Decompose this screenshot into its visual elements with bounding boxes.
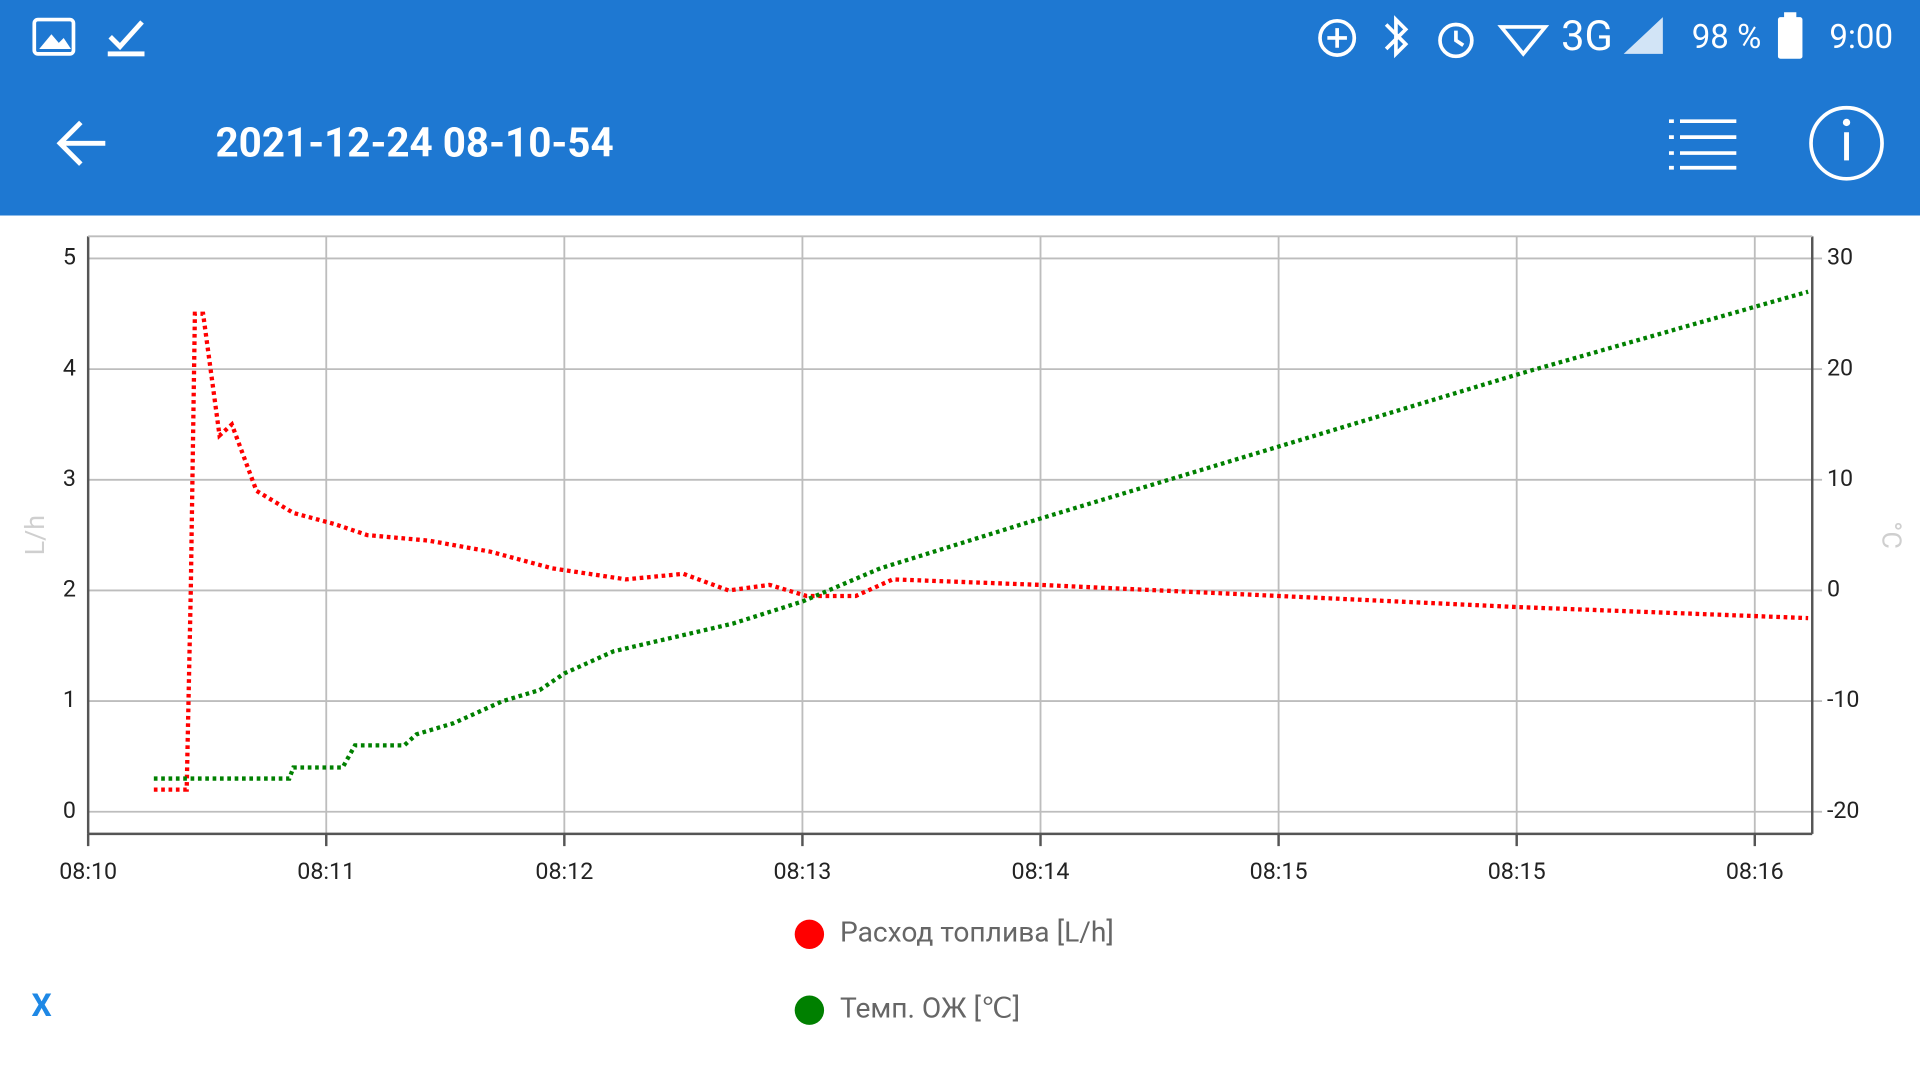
close-button[interactable]: X [32, 986, 52, 1024]
x-tick-label: 08:15 [1488, 857, 1546, 885]
y2-tick-label: 30 [1827, 243, 1853, 271]
legend-marker [794, 919, 825, 949]
y2-tick-label: -20 [1827, 796, 1860, 824]
clock: 9:00 [1829, 18, 1893, 57]
app-title: 2021-12-24 08-10-54 [216, 119, 614, 166]
data-line [153, 289, 1809, 781]
legend-label: Темп. ОЖ [℃] [840, 992, 1020, 1025]
y-tick-label: 4 [63, 353, 76, 381]
legend-label: Расход топлива [L/h] [840, 916, 1114, 949]
y-tick-label: 5 [63, 243, 76, 271]
y-axis-label: L/h [19, 515, 51, 555]
x-tick-label: 08:12 [535, 857, 593, 885]
y2-axis-label: °C [1875, 521, 1907, 549]
list-button[interactable] [1668, 119, 1737, 170]
data-line [153, 311, 1809, 792]
x-tick-label: 08:11 [297, 857, 355, 885]
y-tick-label: 2 [63, 575, 76, 603]
y2-tick-label: 20 [1827, 353, 1853, 381]
back-button[interactable] [56, 120, 106, 166]
info-button[interactable] [1809, 105, 1884, 181]
y2-tick-label: 0 [1827, 575, 1840, 603]
x-tick-label: 08:16 [1726, 857, 1784, 885]
x-tick-label: 08:13 [773, 857, 831, 885]
y2-tick-label: -10 [1827, 685, 1860, 713]
legend-marker [794, 995, 825, 1025]
chart: 0 1 2 3 4 5 -20 -10 0 10 20 30 08:10 08:11 08:12 08:13 0… [19, 235, 1907, 1025]
x-tick-label: 08:10 [59, 857, 117, 885]
y-tick-label: 3 [63, 464, 76, 492]
x-tick-label: 08:15 [1250, 857, 1308, 885]
y-tick-label: 1 [63, 685, 76, 713]
battery-level: 98 % [1692, 18, 1762, 57]
network-type: 3G [1561, 12, 1613, 61]
x-tick-label: 08:14 [1012, 857, 1070, 885]
y2-tick-label: 10 [1827, 464, 1853, 492]
y-tick-label: 0 [63, 796, 76, 824]
app-bar-background [0, 0, 1920, 216]
status-icons [32, 12, 1803, 59]
